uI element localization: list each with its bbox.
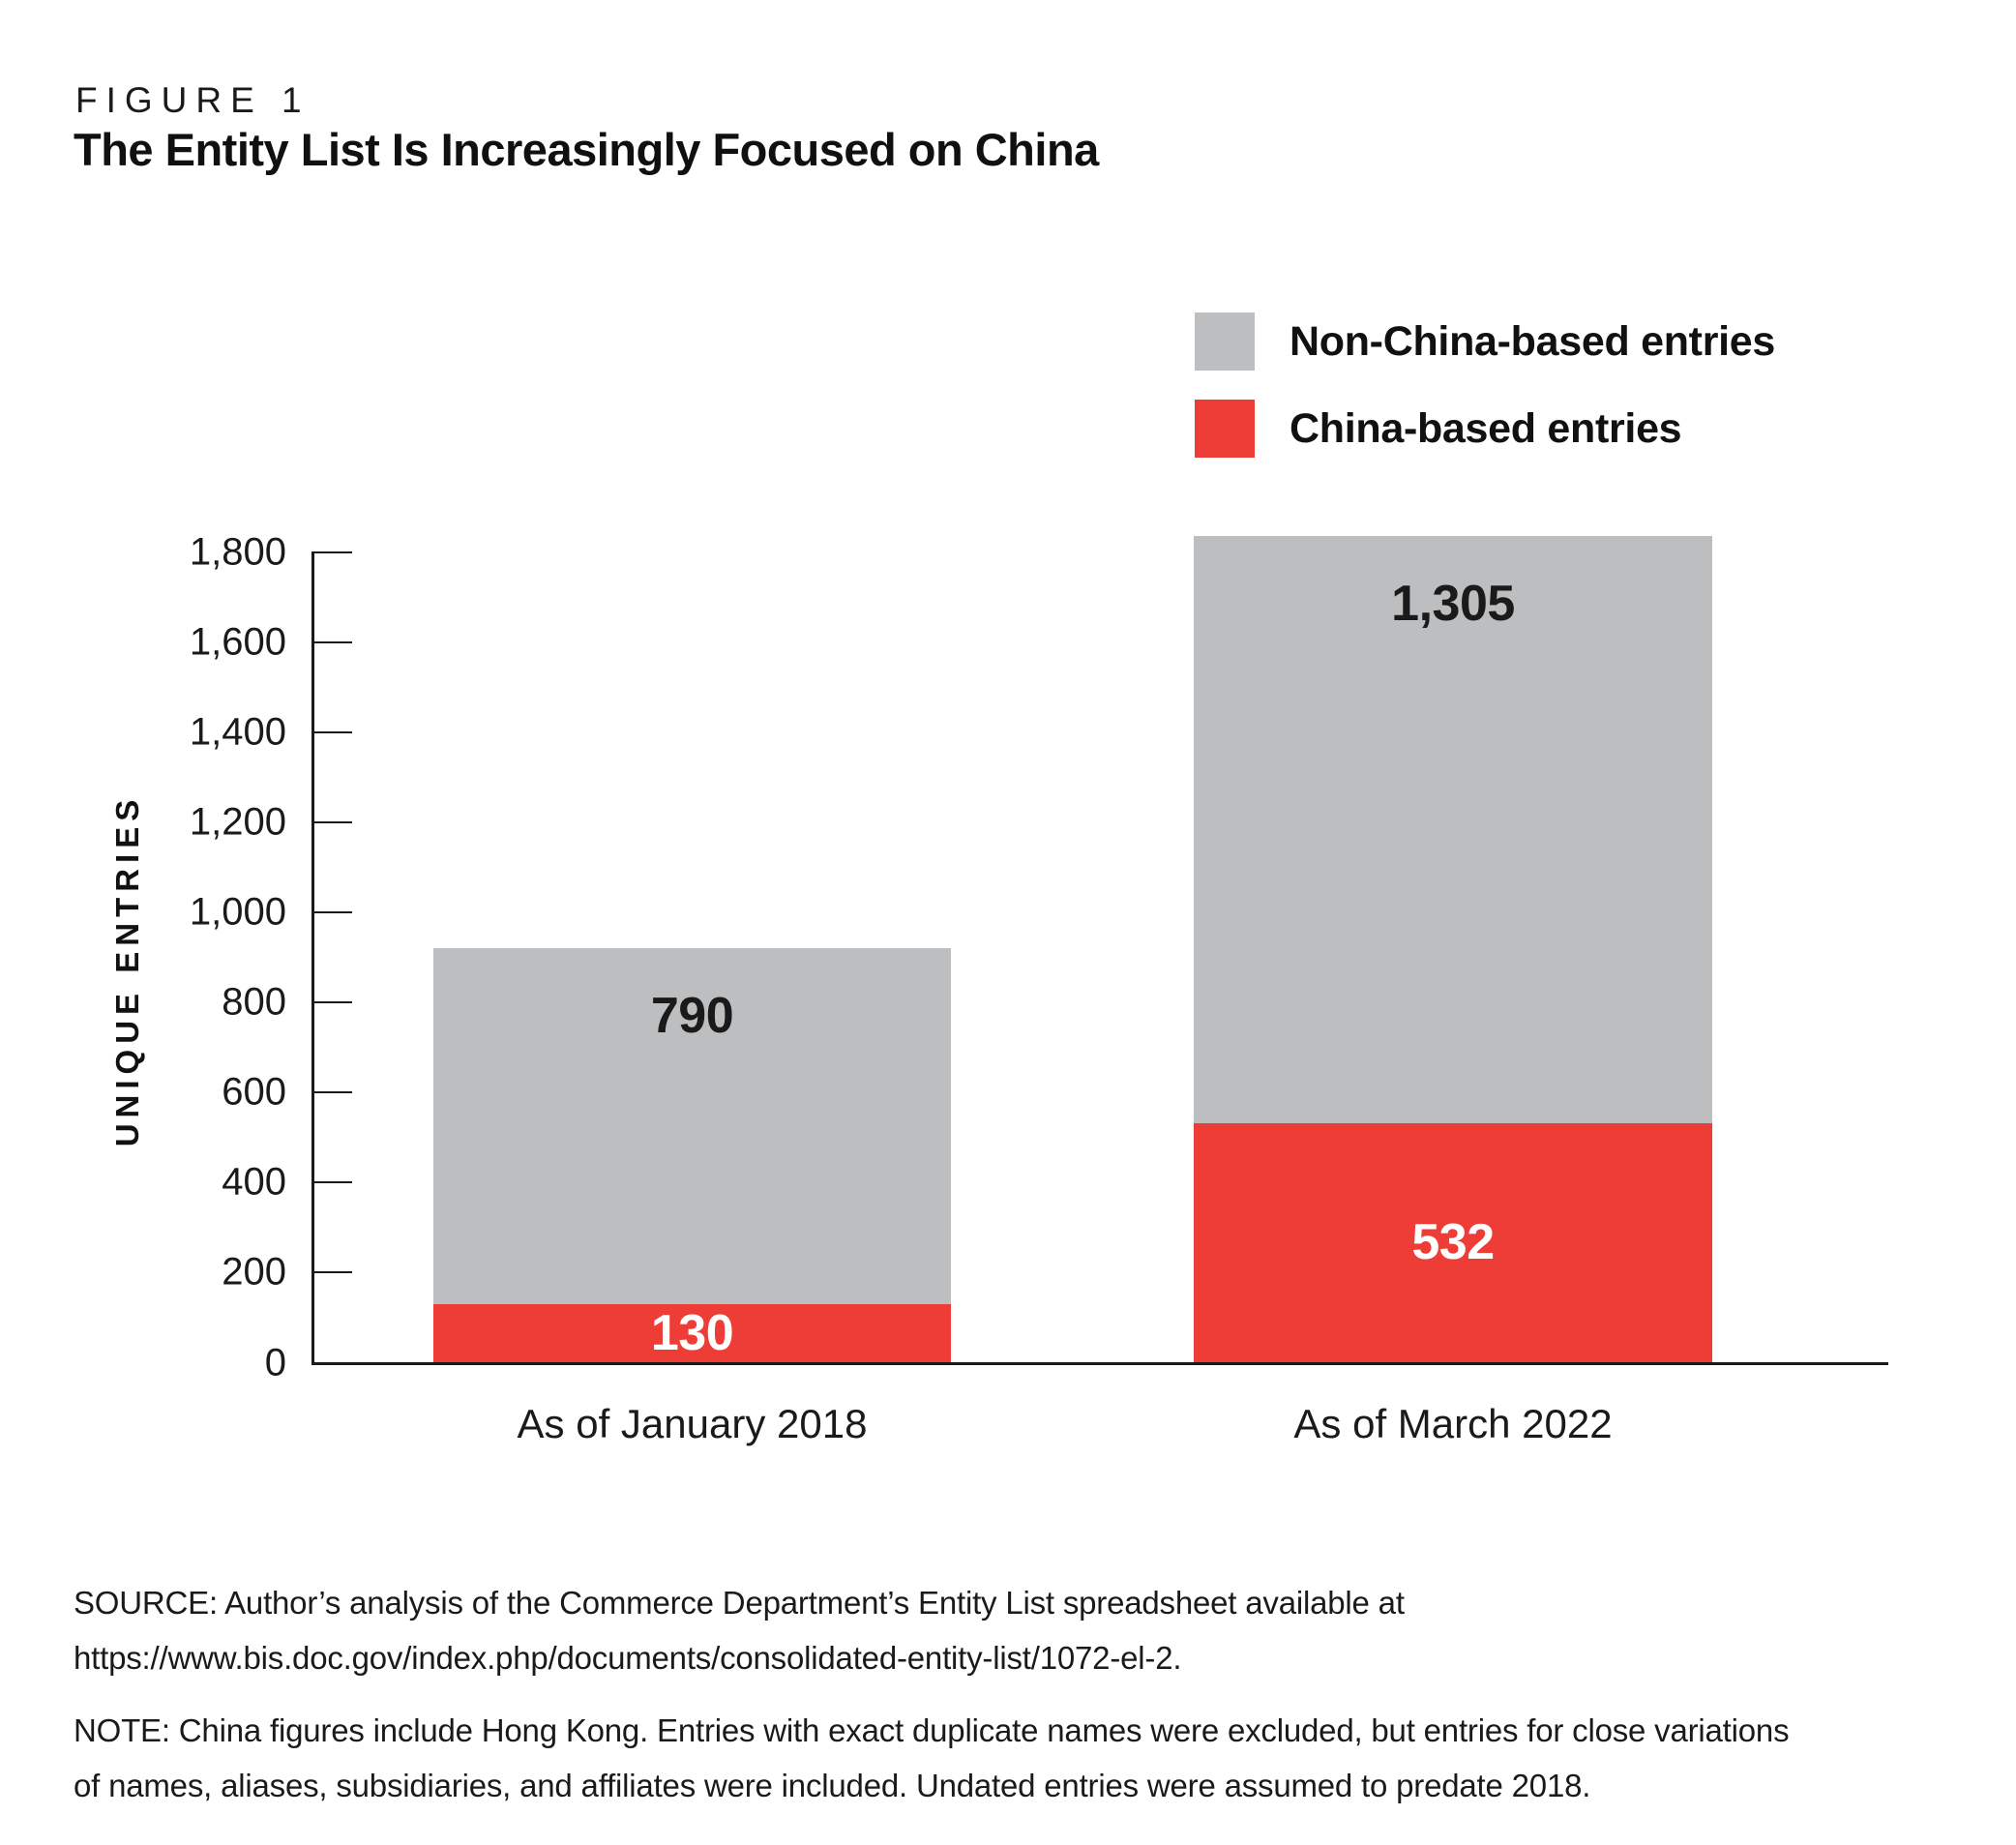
y-tick-label: 1,400: [189, 710, 286, 754]
bar-segment-non-china: [1194, 535, 1712, 1123]
legend-label-china: China-based entries: [1290, 404, 1682, 452]
y-tick: [311, 821, 352, 823]
y-tick-label: 600: [222, 1070, 286, 1114]
note-line-2: of names, aliases, subsidiaries, and aff…: [74, 1768, 1591, 1803]
figure-title: The Entity List Is Increasingly Focused …: [74, 124, 1099, 175]
note-line-1: NOTE: China figures include Hong Kong. E…: [74, 1712, 1790, 1748]
y-tick: [311, 551, 352, 553]
y-tick: [311, 1001, 352, 1003]
source-line-1: SOURCE: Author’s analysis of the Commerc…: [74, 1585, 1405, 1621]
y-axis-line: [311, 552, 314, 1365]
y-tick-label: 1,800: [189, 530, 286, 574]
y-tick-label: 200: [222, 1250, 286, 1294]
y-tick: [311, 911, 352, 913]
legend-swatch-china: [1195, 400, 1255, 458]
y-tick: [311, 641, 352, 643]
y-tick-label: 1,200: [189, 800, 286, 844]
y-tick-label: 1,000: [189, 890, 286, 934]
bar-value-label: 130: [650, 1304, 734, 1361]
legend-label-non-china: Non-China-based entries: [1290, 317, 1776, 365]
figure-label: FIGURE 1: [75, 80, 311, 120]
bar-value-label: 532: [1411, 1214, 1495, 1271]
bar-segment-china: [1194, 1122, 1712, 1362]
y-tick-label: 400: [222, 1160, 286, 1204]
source-line-2: https://www.bis.doc.gov/index.php/docume…: [74, 1640, 1182, 1676]
y-tick-label: 1,600: [189, 620, 286, 664]
legend-swatch-non-china: [1195, 312, 1255, 371]
y-tick-label: 800: [222, 980, 286, 1024]
bar-segment-non-china: [433, 948, 951, 1304]
x-category-label: As of March 2022: [1293, 1401, 1613, 1446]
y-tick-label: 0: [264, 1341, 286, 1384]
y-tick: [311, 1181, 352, 1183]
source-note: SOURCE: Author’s analysis of the Commerc…: [74, 1575, 1405, 1685]
x-axis-line: [311, 1362, 1888, 1365]
bar-value-label: 1,305: [1391, 575, 1515, 632]
y-tick: [311, 731, 352, 733]
bar-segment-china: [433, 1303, 951, 1362]
x-category-label: As of January 2018: [517, 1401, 868, 1446]
bar-value-label: 790: [650, 988, 734, 1045]
y-tick: [311, 1091, 352, 1093]
y-tick: [311, 1271, 352, 1273]
note: NOTE: China figures include Hong Kong. E…: [74, 1703, 1790, 1813]
